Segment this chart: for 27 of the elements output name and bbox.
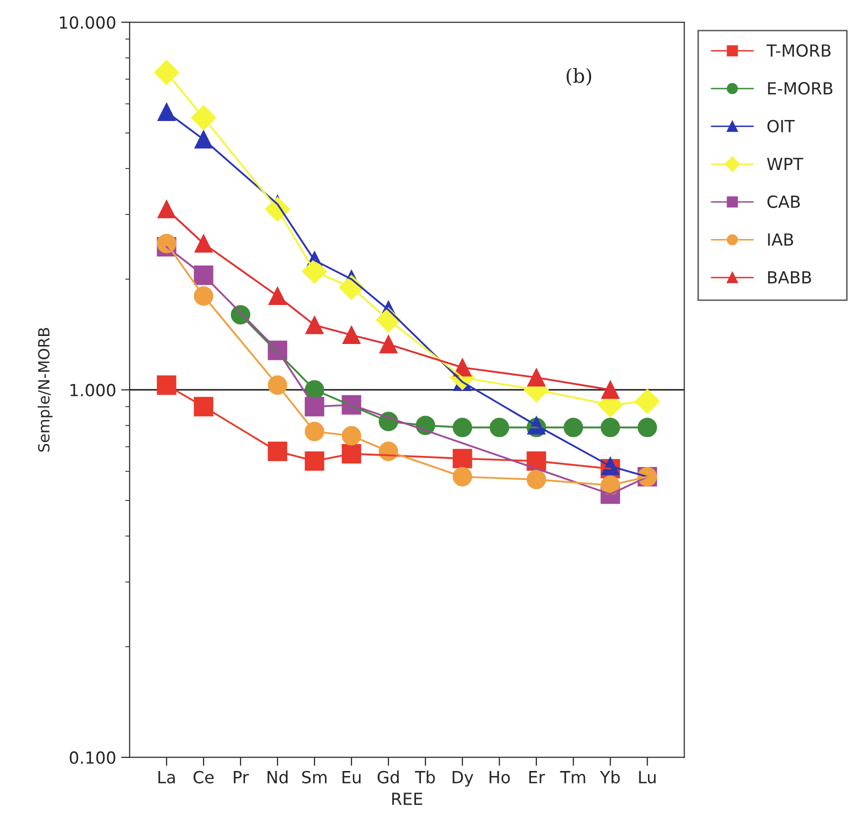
x-tick-label: Pr [234,771,249,784]
x-tick-label: Nd [268,770,288,784]
legend-label: IAB [768,233,794,246]
x-tick-label: Eu [342,771,361,784]
legend-label: E-MORB [768,82,832,95]
legend-label: BABB [768,271,812,284]
x-tick-label: Tb [415,770,435,784]
x-tick-label: Tm [560,771,586,784]
y-axis-title: Semple/N-MORB [38,328,53,452]
x-tick-label: La [158,771,175,784]
x-tick-label: Ce [194,770,214,784]
y-tick-label: 10.000 [60,16,116,29]
y-tick-label: 1.000 [70,384,116,396]
x-tick-label: Ho [490,771,510,784]
x-tick-label: Sm [302,770,326,784]
x-tick-label: Yb [600,770,620,784]
annotation: (b) [566,68,592,86]
legend-label: CAB [767,195,800,208]
x-tick-label: Dy [452,771,474,787]
legend-label: WPT [767,158,804,170]
x-tick-label: Lu [639,771,656,784]
x-tick-label: Er [529,771,546,784]
y-tick-label: 0.100 [70,751,116,764]
legend-label: OIT [767,120,795,132]
legend-label: T-MORB [766,44,831,57]
x-axis-title: REE [392,792,422,805]
x-tick-label: Gd [378,770,399,784]
